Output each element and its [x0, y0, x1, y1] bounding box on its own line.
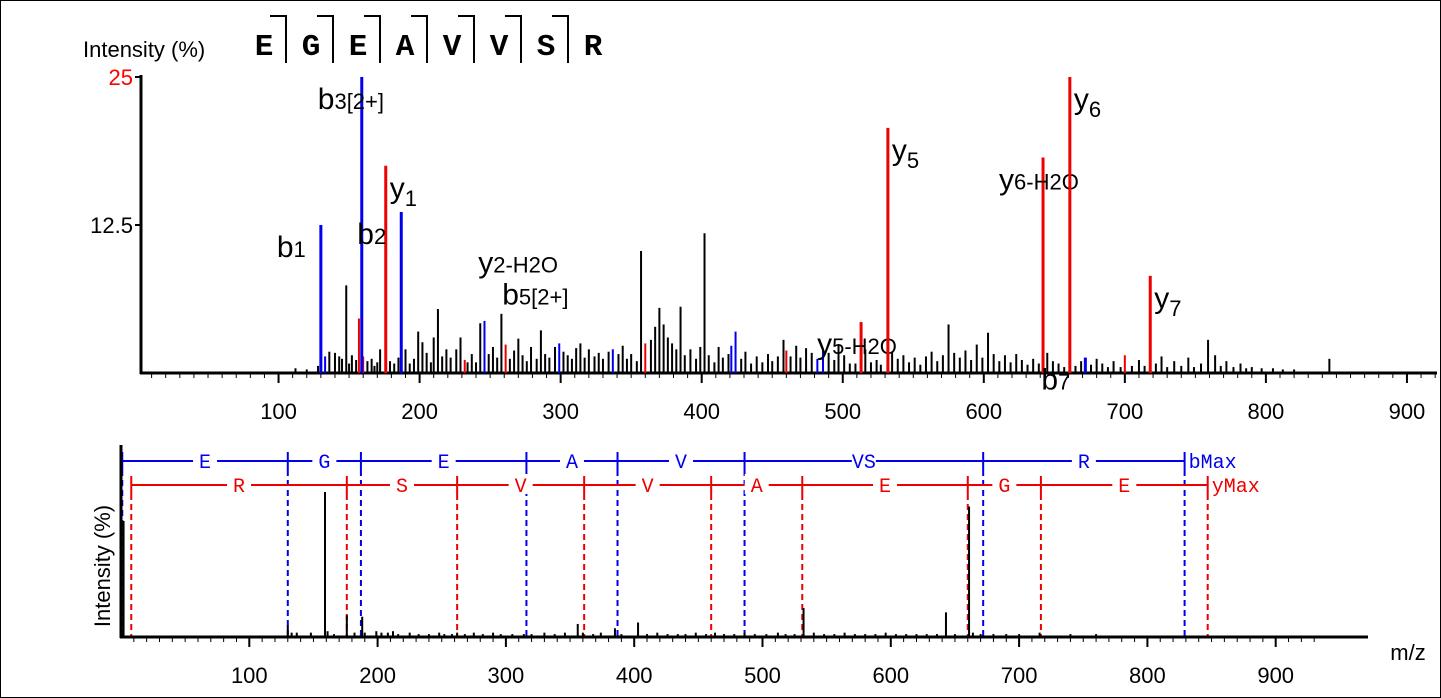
- b-ladder-residue: R: [1078, 452, 1090, 475]
- top-x-tick-label: 300: [542, 399, 579, 424]
- b-ladder-residue: V: [675, 452, 687, 475]
- peak-label: y1: [390, 172, 417, 211]
- top-peaks: [294, 233, 1331, 373]
- bottom-x-tick-label: 800: [1129, 663, 1166, 688]
- bottom-x-tick-label: 200: [359, 663, 396, 688]
- sequence-residue: V: [490, 30, 509, 65]
- y-ladder-residue: G: [998, 476, 1010, 499]
- bottom-x-tick-label: 400: [616, 663, 653, 688]
- peak-label: y7: [1154, 282, 1181, 321]
- top-y-tick-label: 12.5: [90, 213, 133, 238]
- bottom-x-tick-label: 100: [231, 663, 268, 688]
- top-x-tick-label: 700: [1106, 399, 1143, 424]
- y-ladder-residue: A: [751, 476, 763, 499]
- bottom-x-tick-label: 500: [744, 663, 781, 688]
- bottom-x-tick-label: 300: [488, 663, 525, 688]
- bottom-peaks: [122, 492, 1207, 637]
- sequence-residue: S: [537, 30, 556, 65]
- top-x-tick-label: 800: [1248, 399, 1285, 424]
- sequence-divider: [505, 15, 522, 63]
- peak-label: y5: [892, 134, 919, 173]
- sequence-residue: G: [302, 30, 321, 65]
- sequence-residue: E: [349, 30, 368, 65]
- top-x-tick-label: 200: [401, 399, 438, 424]
- peak-label: y5-H2O: [817, 328, 897, 361]
- peak-label: b7: [1041, 364, 1070, 397]
- peak-label: y2-H2O: [478, 246, 558, 279]
- top-x-tick-label: 900: [1389, 399, 1426, 424]
- b-ladder-residue: E: [438, 452, 450, 475]
- b-ladder-residue: G: [318, 452, 330, 475]
- sequence-divider: [458, 15, 475, 63]
- y-ladder-end-label: yMax: [1212, 476, 1260, 499]
- bottom-x-tick-label: 700: [1001, 663, 1038, 688]
- sequence-residue: E: [255, 30, 274, 65]
- y-ladder-residue: V: [642, 476, 654, 499]
- sequence-divider: [270, 15, 287, 63]
- peak-label: y6: [1074, 83, 1101, 122]
- bottom-x-axis-label: m/z: [1390, 640, 1425, 665]
- b-ladder-residue: VS: [852, 452, 876, 475]
- sequence-residue: V: [443, 30, 462, 65]
- y-ladder-residue: V: [515, 476, 527, 499]
- sequence-divider: [317, 15, 334, 63]
- y-ladder-residue: R: [233, 476, 245, 499]
- bottom-x-tick-label: 600: [872, 663, 909, 688]
- top-x-tick-label: 100: [260, 399, 297, 424]
- top-y-axis-label: Intensity (%): [83, 37, 205, 62]
- sequence-divider: [552, 15, 569, 63]
- bottom-x-tick-label: 900: [1257, 663, 1294, 688]
- top-y-tick-label: 25: [109, 65, 133, 90]
- top-x-tick-label: 400: [683, 399, 720, 424]
- sequence-residue: A: [396, 30, 415, 65]
- sequence-divider: [411, 15, 428, 63]
- y-ladder-residue: E: [1118, 476, 1130, 499]
- bottom-y-axis-label: Intensity (%): [90, 505, 115, 627]
- peak-label: b3[2+]: [318, 83, 384, 116]
- b-ladder-residue: A: [566, 452, 578, 475]
- y-ladder-residue: E: [879, 476, 891, 499]
- y-ladder-residue: S: [396, 476, 408, 499]
- peak-label: b5[2+]: [502, 278, 568, 311]
- peak-label: y6-H2O: [999, 164, 1079, 197]
- b-ladder-residue: E: [199, 452, 211, 475]
- sequence-residue: R: [584, 30, 603, 65]
- top-x-tick-label: 600: [965, 399, 1002, 424]
- peak-label: b1: [277, 231, 306, 264]
- b-ladder-end-label: bMax: [1189, 452, 1237, 475]
- sequence-divider: [364, 15, 381, 63]
- top-x-tick-label: 500: [824, 399, 861, 424]
- peak-label: b2: [357, 218, 386, 251]
